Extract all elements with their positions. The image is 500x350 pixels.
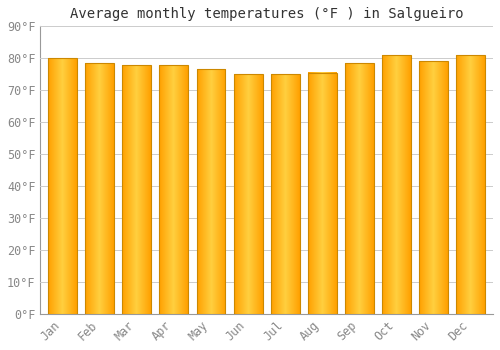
Bar (271, 74, 300, 314)
Bar (419, 62, 448, 314)
Bar (345, 63, 374, 314)
Title: Average monthly temperatures (°F ) in Salgueiro: Average monthly temperatures (°F ) in Sa… (70, 7, 464, 21)
Bar (456, 55, 486, 314)
Bar (122, 65, 152, 314)
Bar (382, 55, 411, 314)
Bar (196, 69, 226, 314)
Bar (308, 72, 337, 314)
Bar (48, 58, 77, 314)
Bar (85, 63, 114, 314)
Bar (234, 74, 262, 314)
Bar (160, 65, 188, 314)
